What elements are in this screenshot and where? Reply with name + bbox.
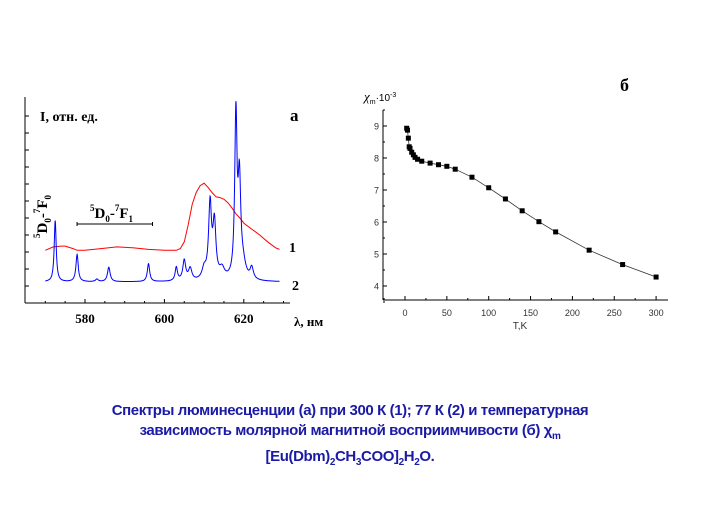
data-point <box>536 219 542 225</box>
y-tick-label: 8 <box>374 154 379 164</box>
formula-subscript: 2 <box>414 457 420 468</box>
formula-subscript: 2 <box>329 457 336 468</box>
data-point <box>653 274 659 280</box>
y-tick-label: 4 <box>374 282 379 292</box>
data-point <box>502 196 508 202</box>
y-tick-label: 7 <box>374 186 379 196</box>
y-axis-label: χm·10-3 <box>362 89 396 106</box>
data-point <box>415 156 421 162</box>
formula-part: COO] <box>361 448 399 465</box>
panel-label-b: б <box>620 75 629 95</box>
data-point <box>469 174 475 180</box>
y-ticks <box>25 115 29 287</box>
caption-line-1: Спектры люминесценции (а) при 300 К (1);… <box>111 402 589 419</box>
transition-5d0-7f1-annotation: 5D0-7F1 <box>76 203 153 226</box>
data-point <box>407 145 413 151</box>
data-point <box>410 152 416 158</box>
series-2-line <box>45 101 280 282</box>
formula-part: H <box>403 448 415 465</box>
data-point <box>412 154 418 160</box>
svg-text:5D0-7F1: 5D0-7F1 <box>90 203 134 224</box>
susceptibility-chart: 4 5 6 7 8 9 0 50 100 150 200 250 300 χm·10-3 б T,K <box>362 75 668 332</box>
x-tick-label: 100 <box>481 308 496 318</box>
figure-caption: Спектры люминесценции (а) при 300 К (1);… <box>20 401 680 473</box>
x-axis-label: λ, нм <box>294 314 323 329</box>
data-point <box>435 162 441 168</box>
series-1-label: 1 <box>289 241 296 256</box>
x-tick-label: 150 <box>523 308 538 318</box>
data-point <box>519 208 525 214</box>
x-tick-label: 250 <box>607 308 622 318</box>
x-tick-label: 0 <box>402 308 407 318</box>
x-tick-label: 300 <box>649 308 664 318</box>
x-tick-label: 600 <box>155 311 175 326</box>
x-tick-label: 580 <box>75 311 95 326</box>
data-point <box>486 185 492 191</box>
y-tick-label: 9 <box>374 122 379 132</box>
luminescence-chart: 580 600 620 I, отн. ед. а λ, нм 1 2 5D0-7F… <box>24 97 323 329</box>
caption-line-3-formula: [Eu(Dbm)2CH3COO]2H2O. <box>20 447 680 473</box>
y-tick-label: 5 <box>374 250 379 260</box>
x-axis-label: T,K <box>513 321 528 332</box>
data-point <box>405 135 411 141</box>
data-point <box>553 229 559 235</box>
formula-part: CH <box>335 448 356 465</box>
series-1-line <box>45 182 280 251</box>
ticks: 4 5 6 7 8 9 0 50 100 150 200 250 300 <box>374 109 664 318</box>
formula-subscript: 2 <box>398 457 405 468</box>
y-axis-label: I, отн. ед. <box>40 110 98 125</box>
transition-5d0-7f0-annotation: 5D0-7F0 <box>32 194 53 238</box>
data-point <box>452 166 458 172</box>
svg-text:5D0-7F0: 5D0-7F0 <box>32 194 53 238</box>
x-tick-label: 50 <box>442 308 452 318</box>
formula-part: [Eu(Dbm) <box>265 448 331 465</box>
formula-subscript: 3 <box>355 457 362 468</box>
data-points <box>404 125 659 280</box>
x-tick-label: 620 <box>234 311 254 326</box>
x-tick-label: 200 <box>565 308 580 318</box>
data-point <box>586 247 592 253</box>
caption-line-2: зависимость молярной магнитной восприимч… <box>139 422 561 442</box>
series-2-label: 2 <box>292 279 299 294</box>
formula-part: O. <box>419 448 435 465</box>
data-point <box>444 163 450 169</box>
data-point <box>620 262 626 268</box>
panel-label-a: а <box>290 106 299 125</box>
data-point <box>427 160 433 166</box>
fit-curve <box>406 128 657 278</box>
data-point <box>409 149 415 155</box>
data-point <box>419 158 425 164</box>
y-tick-label: 6 <box>374 218 379 228</box>
data-point <box>405 127 411 133</box>
x-ticks: 580 600 620 <box>44 299 284 326</box>
